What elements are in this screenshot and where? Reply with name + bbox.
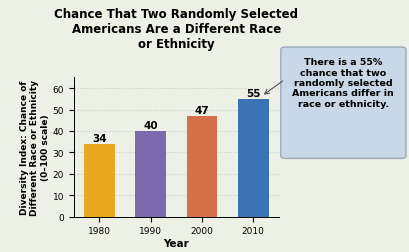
Text: 34: 34 [92, 133, 106, 143]
Y-axis label: Diversity Index: Chance of
Different Race or Ethnicity
(0–100 scale): Diversity Index: Chance of Different Rac… [20, 80, 49, 215]
Bar [84, 144, 115, 217]
Bar [135, 132, 166, 217]
Bar [237, 100, 268, 217]
Text: 40: 40 [143, 120, 157, 130]
Text: 55: 55 [245, 88, 260, 98]
Text: There is a 55%
chance that two
randomly selected
Americans differ in
race or eth: There is a 55% chance that two randomly … [292, 58, 393, 108]
X-axis label: Year: Year [163, 238, 189, 248]
Text: Chance That Two Randomly Selected
Americans Are a Different Race
or Ethnicity: Chance That Two Randomly Selected Americ… [54, 8, 298, 50]
Text: 47: 47 [194, 106, 209, 115]
Bar [186, 116, 217, 217]
